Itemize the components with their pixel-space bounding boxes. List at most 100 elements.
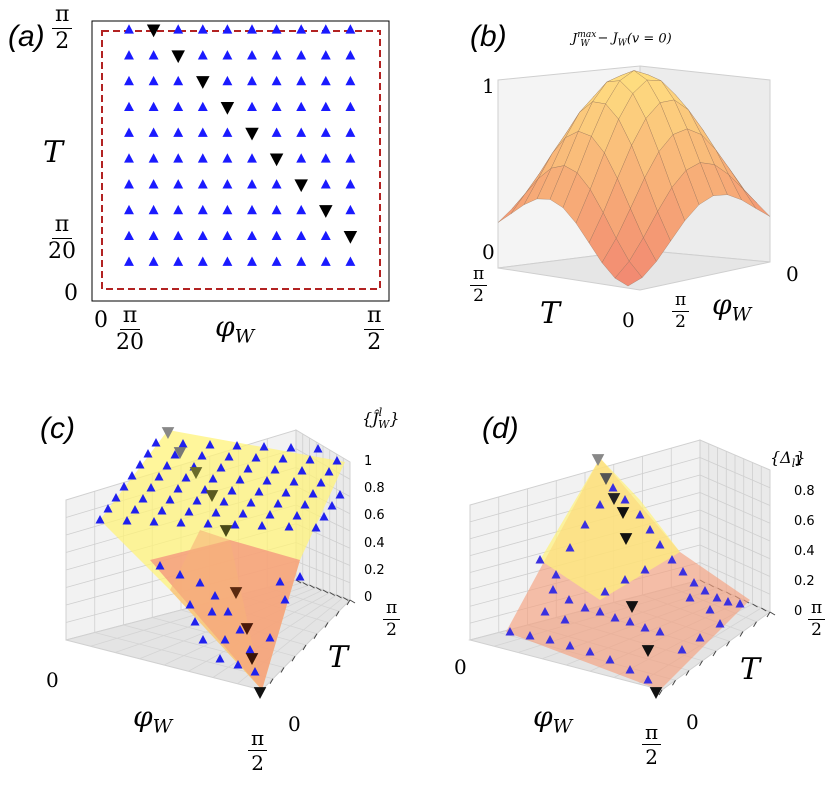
marker-blue-up [605, 655, 615, 664]
marker-blue-up [313, 444, 323, 453]
marker-blue-up [135, 460, 145, 469]
marker-blue-up [505, 627, 515, 636]
marker-blue-up [620, 575, 630, 584]
marker-blue-up [685, 593, 695, 602]
marker-blue-up [124, 153, 134, 163]
surface-orange [170, 530, 262, 690]
axis-tick [349, 599, 356, 604]
marker-blue-up [564, 595, 574, 604]
panel-b-tag: (b) [470, 20, 507, 53]
marker-blue-up [203, 519, 213, 528]
axis-tick [712, 650, 717, 657]
marker-black-down [220, 101, 235, 115]
marker-dark-down [625, 601, 639, 613]
marker-blue-up [148, 256, 159, 266]
axis-tick [726, 640, 730, 647]
grid-line [699, 492, 771, 524]
marker-blue-up [232, 441, 242, 450]
panel-b-ztick-0: 0 [482, 240, 495, 264]
marker-blue-up [300, 500, 310, 509]
panel-d-phi-tick-pi2: π 2 [642, 722, 662, 767]
marker-blue-up [143, 449, 153, 458]
marker-blue-up [211, 508, 221, 517]
panel-d-phi-zero: 0 [454, 655, 467, 679]
panel-a-ytick-pi2: π 2 [52, 4, 73, 53]
panel-d-ztick: 0.2 [794, 574, 815, 589]
marker-blue-up [345, 101, 356, 112]
panel-c-phi-label: φW [133, 700, 173, 738]
marker-blue-up [146, 483, 156, 492]
marker-blue-up [327, 501, 337, 510]
marker-dark-down [253, 687, 267, 699]
panel-a-xtick-pi20: π 20 [116, 303, 144, 355]
marker-blue-up [667, 555, 677, 564]
marker-blue-up [723, 597, 733, 606]
panel-b-phi-tick-pi2: π 2 [672, 292, 690, 331]
marker-blue-up [565, 641, 575, 650]
marker-blue-up [222, 153, 233, 163]
marker-blue-up [625, 665, 635, 674]
marker-blue-up [257, 521, 267, 530]
marker-blue-up [178, 439, 188, 448]
marker-blue-up [278, 454, 288, 463]
marker-dark-down [173, 447, 187, 459]
panel-b-ztick-1: 1 [482, 74, 495, 98]
marker-blue-up [207, 607, 217, 616]
marker-blue-up [175, 570, 185, 579]
panel-c-ztick: 1 [364, 454, 373, 469]
marker-blue-up [173, 24, 184, 34]
marker-blue-up [235, 625, 245, 634]
marker-blue-up [677, 645, 687, 654]
marker-blue-up [197, 50, 208, 60]
marker-blue-up [296, 24, 307, 34]
marker-black-down [171, 50, 185, 64]
marker-blue-up [124, 50, 134, 60]
panel-a-tag: (a) [8, 20, 45, 53]
marker-blue-up [222, 256, 233, 266]
marker-dark-down [607, 493, 621, 505]
marker-blue-up [149, 517, 159, 526]
marker-blue-up [247, 101, 257, 112]
marker-dark-down [189, 467, 203, 479]
marker-blue-up [197, 204, 208, 215]
marker-dark-down [229, 587, 243, 599]
marker-blue-up [250, 667, 260, 676]
panel-b-t-tick-pi2: π 2 [470, 266, 488, 305]
marker-blue-up [270, 465, 280, 474]
axis-tick [753, 621, 757, 628]
panel-d-t-label: T [740, 652, 761, 687]
marker-blue-up [635, 510, 645, 519]
marker-blue-up [247, 256, 257, 266]
marker-blue-up [332, 456, 342, 465]
marker-blue-up [320, 256, 331, 266]
axis-tick [752, 603, 758, 608]
marker-blue-up [165, 495, 175, 504]
marker-blue-up [130, 505, 140, 514]
marker-blue-up [608, 483, 618, 492]
marker-blue-up [311, 523, 321, 532]
marker-blue-up [643, 675, 653, 684]
marker-black-down [269, 153, 284, 167]
panel-c-phi-zero: 0 [46, 668, 59, 692]
axis-tick [291, 655, 296, 662]
panel-c-ztick: 0.6 [364, 508, 385, 524]
marker-blue-up [238, 509, 248, 518]
marker-blue-up [197, 24, 208, 34]
panel-a-xtick-pi2: π 2 [364, 305, 385, 354]
marker-blue-up [595, 500, 605, 509]
marker-dark-down [240, 623, 254, 635]
panel-d-ztick: 0.8 [794, 484, 815, 499]
marker-blue-up [271, 24, 282, 34]
marker-blue-up [243, 464, 253, 473]
marker-blue-up [162, 461, 172, 470]
marker-blue-up [124, 24, 134, 34]
marker-blue-up [222, 50, 233, 60]
panel-d-title: {Δl} [770, 448, 806, 470]
panel-a-ytick-zero: 0 [64, 281, 78, 306]
marker-blue-up [197, 127, 208, 137]
marker-blue-up [184, 507, 194, 516]
marker-blue-up [320, 75, 331, 86]
panel-a-xtick-zero: 0 [94, 308, 108, 333]
